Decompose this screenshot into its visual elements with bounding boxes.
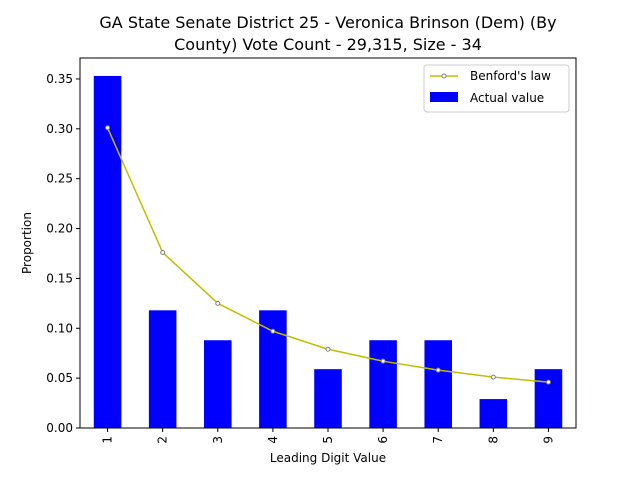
benford-line-layer (105, 125, 551, 385)
x-tick-label: 1 (101, 436, 115, 444)
x-tick-label: 4 (266, 436, 280, 444)
bar-digit-6 (369, 340, 397, 428)
x-tick-label: 3 (211, 436, 225, 444)
y-tick-label: 0.05 (46, 371, 73, 385)
x-tick-label: 7 (431, 436, 445, 444)
benford-point-1 (105, 125, 111, 131)
benford-point-5 (325, 346, 331, 352)
bar-digit-3 (204, 340, 232, 428)
benford-point-8 (490, 374, 496, 380)
y-tick-label: 0.20 (46, 222, 73, 236)
bar-digit-5 (314, 369, 342, 428)
benford-point-3 (215, 300, 221, 306)
legend-label-actual: Actual value (470, 91, 544, 105)
bar-digit-8 (479, 399, 508, 428)
benford-point-7 (435, 367, 441, 373)
y-tick-label: 0.15 (46, 271, 73, 285)
chart-title-line-1: GA State Senate District 25 - Veronica B… (99, 13, 556, 32)
benford-point-2 (160, 249, 166, 255)
x-axis: 1 2 3 4 5 6 7 8 9 (101, 428, 555, 444)
legend-benford-marker (441, 73, 447, 79)
x-tick-label: 2 (156, 436, 170, 444)
benford-point-4 (270, 328, 276, 334)
bar-digit-9 (534, 369, 563, 428)
bar-digit-2 (148, 310, 177, 428)
x-tick-label: 9 (541, 436, 555, 444)
y-tick-label: 0.25 (46, 172, 73, 186)
y-tick-label: 0.10 (46, 321, 73, 335)
bars-layer (93, 75, 563, 429)
y-tick-label: 0.35 (46, 72, 73, 86)
bar-digit-4 (259, 310, 287, 428)
y-axis: 0.00 0.05 0.10 0.15 0.20 0.25 0.30 0.35 (46, 72, 80, 435)
legend-actual-swatch (430, 92, 458, 102)
x-tick-label: 8 (486, 436, 500, 444)
y-tick-label: 0.30 (46, 122, 73, 136)
x-tick-label: 5 (321, 436, 335, 444)
legend: Benford's law Actual value (423, 64, 570, 113)
bar-digit-1 (93, 75, 122, 429)
y-axis-label: Proportion (20, 212, 34, 274)
y-tick-label: 0.00 (46, 421, 73, 435)
benford-point-9 (545, 379, 551, 385)
bar-digit-7 (424, 340, 452, 428)
legend-box (423, 64, 570, 113)
chart-title-line-2: County) Vote Count - 29,315, Size - 34 (174, 35, 482, 54)
x-tick-label: 6 (376, 436, 390, 444)
x-axis-label: Leading Digit Value (270, 451, 386, 465)
benford-point-6 (380, 358, 386, 364)
legend-label-benford: Benford's law (470, 69, 551, 83)
